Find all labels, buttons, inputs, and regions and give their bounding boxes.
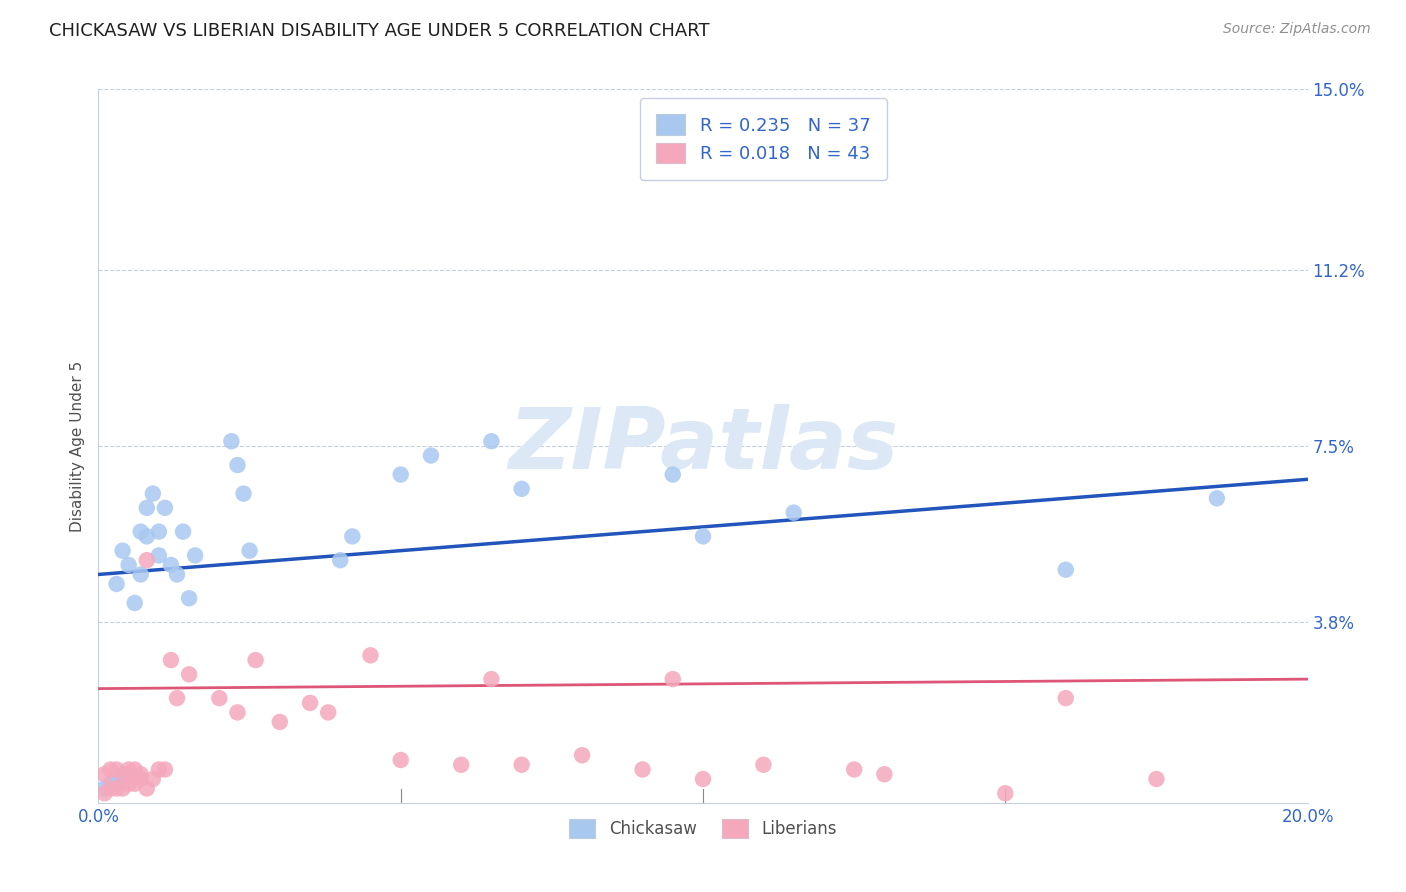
Point xyxy=(153,500,176,515)
Point xyxy=(93,767,115,781)
Point xyxy=(105,577,128,591)
Point xyxy=(692,529,714,543)
Point xyxy=(269,714,291,729)
Point xyxy=(148,549,170,563)
Point xyxy=(1144,772,1167,786)
Point xyxy=(245,653,267,667)
Point xyxy=(329,553,352,567)
Point xyxy=(226,458,249,472)
Point xyxy=(135,529,157,543)
Point xyxy=(172,524,194,539)
Point xyxy=(135,500,157,515)
Point xyxy=(135,781,157,796)
Point xyxy=(105,777,128,791)
Point xyxy=(1054,563,1077,577)
Point xyxy=(124,763,146,777)
Point xyxy=(153,763,176,777)
Point xyxy=(148,524,170,539)
Point xyxy=(571,748,593,763)
Point xyxy=(135,553,157,567)
Text: Source: ZipAtlas.com: Source: ZipAtlas.com xyxy=(1223,22,1371,37)
Point xyxy=(844,763,866,777)
Point xyxy=(118,558,141,572)
Y-axis label: Disability Age Under 5: Disability Age Under 5 xyxy=(69,360,84,532)
Point xyxy=(510,757,533,772)
Point xyxy=(142,486,165,500)
Text: ZIPatlas: ZIPatlas xyxy=(508,404,898,488)
Point xyxy=(166,567,188,582)
Point xyxy=(118,777,141,791)
Point xyxy=(481,672,503,686)
Point xyxy=(129,567,152,582)
Point xyxy=(783,506,806,520)
Point xyxy=(360,648,382,663)
Point xyxy=(873,767,896,781)
Point xyxy=(160,653,183,667)
Point xyxy=(160,558,183,572)
Point xyxy=(481,434,503,449)
Point xyxy=(100,763,122,777)
Point xyxy=(631,763,654,777)
Point xyxy=(1054,691,1077,706)
Point xyxy=(100,781,122,796)
Point xyxy=(1206,491,1229,506)
Point xyxy=(208,691,231,706)
Point xyxy=(111,767,134,781)
Point xyxy=(111,543,134,558)
Point xyxy=(142,772,165,786)
Point xyxy=(226,706,249,720)
Point xyxy=(105,763,128,777)
Point xyxy=(450,757,472,772)
Point xyxy=(342,529,364,543)
Point xyxy=(129,767,152,781)
Point xyxy=(124,777,146,791)
Point xyxy=(93,781,115,796)
Point xyxy=(389,467,412,482)
Point xyxy=(510,482,533,496)
Point xyxy=(118,763,141,777)
Point xyxy=(661,467,683,482)
Point xyxy=(239,543,262,558)
Point xyxy=(118,767,141,781)
Point xyxy=(111,781,134,796)
Point xyxy=(661,672,683,686)
Point xyxy=(129,524,152,539)
Point xyxy=(232,486,254,500)
Point xyxy=(111,772,134,786)
Point xyxy=(105,781,128,796)
Point xyxy=(692,772,714,786)
Point xyxy=(184,549,207,563)
Point xyxy=(179,667,201,681)
Point xyxy=(93,786,115,800)
Point xyxy=(129,772,152,786)
Point xyxy=(752,757,775,772)
Point xyxy=(148,763,170,777)
Text: CHICKASAW VS LIBERIAN DISABILITY AGE UNDER 5 CORRELATION CHART: CHICKASAW VS LIBERIAN DISABILITY AGE UND… xyxy=(49,22,710,40)
Point xyxy=(316,706,339,720)
Point xyxy=(994,786,1017,800)
Point xyxy=(389,753,412,767)
Point xyxy=(100,777,122,791)
Point xyxy=(179,591,201,606)
Point xyxy=(124,596,146,610)
Point xyxy=(221,434,243,449)
Point xyxy=(420,449,443,463)
Point xyxy=(299,696,322,710)
Legend: Chickasaw, Liberians: Chickasaw, Liberians xyxy=(562,812,844,845)
Point xyxy=(166,691,188,706)
